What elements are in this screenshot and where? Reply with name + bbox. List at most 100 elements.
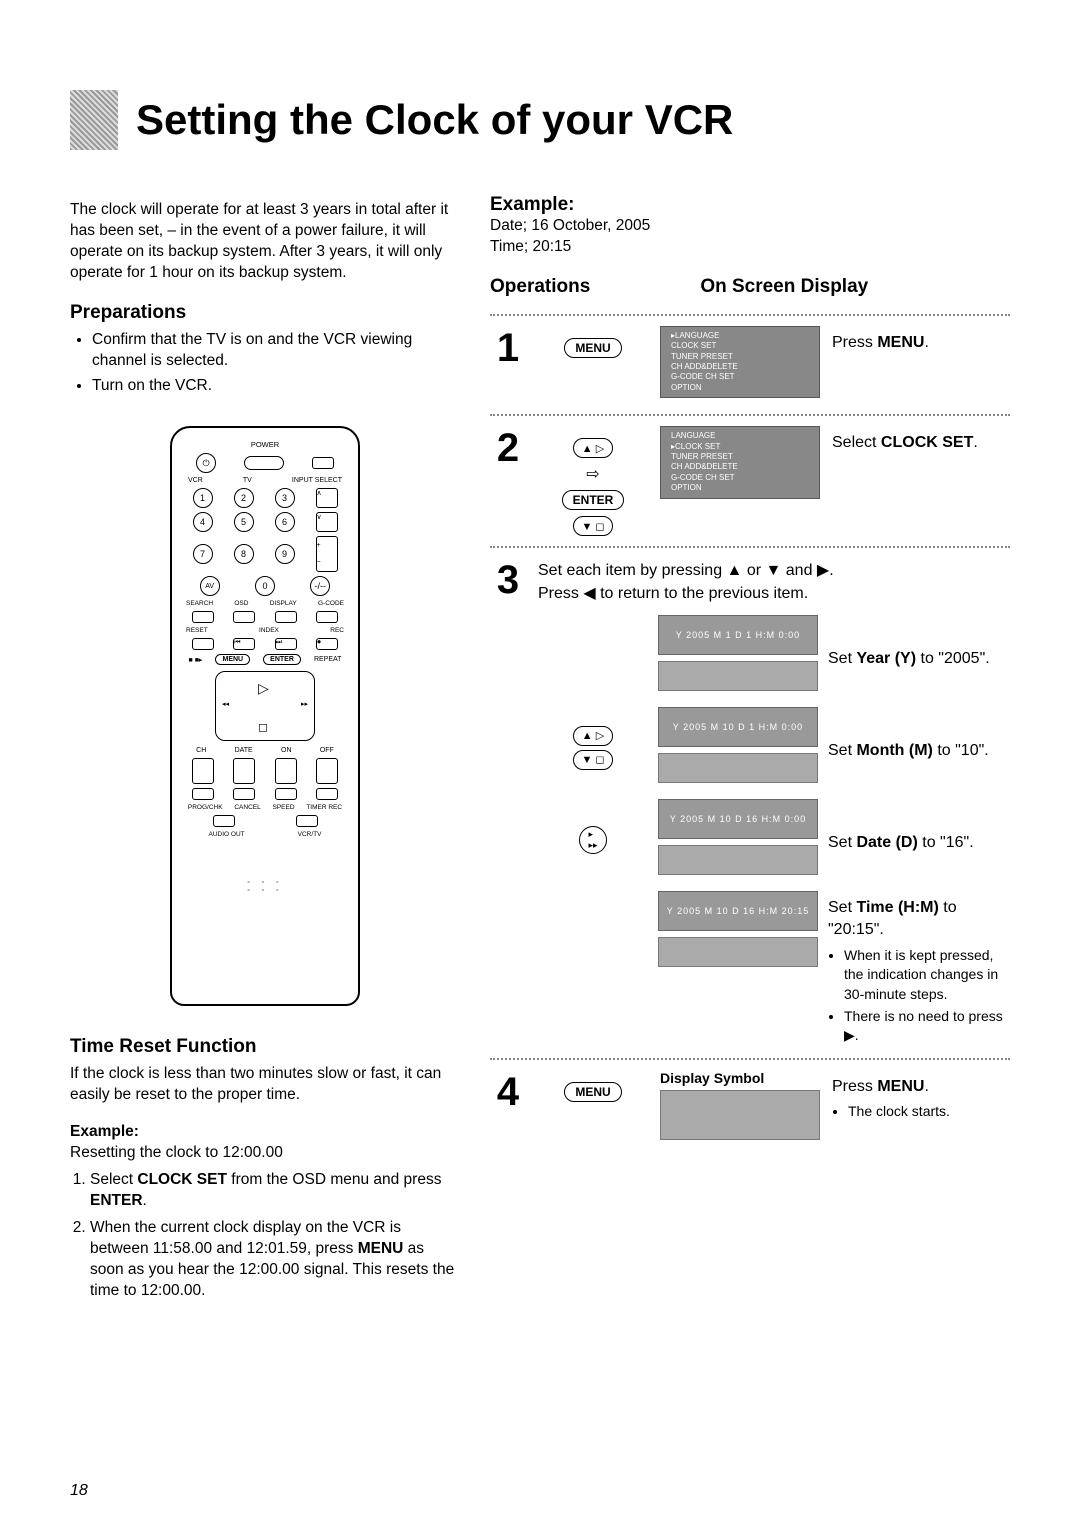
preparations-heading: Preparations bbox=[70, 302, 460, 324]
num-4: 4 bbox=[193, 512, 213, 532]
intro-text: The clock will operate for at least 3 ye… bbox=[70, 200, 460, 284]
menu-button-icon: MENU bbox=[564, 1082, 621, 1102]
on-label: ON bbox=[281, 747, 292, 754]
ops-header-row: Operations On Screen Display bbox=[490, 276, 1010, 304]
rew-btn: ⏮ bbox=[233, 638, 255, 650]
date-label: DATE bbox=[235, 747, 253, 754]
prep-item: Turn on the VCR. bbox=[92, 376, 460, 397]
gcode-label: G-CODE bbox=[318, 600, 344, 607]
ch-up: ∧ bbox=[316, 488, 338, 508]
osd-blank bbox=[658, 661, 818, 691]
desc-text: to "16". bbox=[918, 834, 974, 851]
osd-blank bbox=[658, 753, 818, 783]
desc-text: Press bbox=[832, 1078, 877, 1095]
num-2: 2 bbox=[234, 488, 254, 508]
step-description: Press MENU. The clock starts. bbox=[832, 1070, 1010, 1124]
step-2: 2 ▲ ▷ ⇨ ENTER ▼ ◻ LANGUAGE CLOCK SET TUN… bbox=[490, 414, 1010, 546]
display-label: DISPLAY bbox=[270, 600, 297, 607]
desc-bold: Year (Y) bbox=[856, 650, 916, 667]
desc-bold: CLOCK SET bbox=[881, 434, 973, 451]
desc-text: Set bbox=[828, 650, 856, 667]
osd-item: G-CODE CH SET bbox=[665, 372, 815, 382]
on-pad bbox=[275, 758, 297, 784]
page-number: 18 bbox=[70, 1482, 88, 1500]
osd-blank bbox=[658, 937, 818, 967]
right-column: Example: Date; 16 October, 2005 Time; 20… bbox=[490, 200, 1010, 1308]
index-label: INDEX bbox=[259, 627, 279, 634]
off-pad bbox=[316, 758, 338, 784]
vcr-label: VCR bbox=[188, 477, 203, 484]
desc-bold: Month (M) bbox=[856, 742, 932, 759]
desc-text: . bbox=[924, 334, 928, 351]
desc-text: Press bbox=[832, 334, 877, 351]
substep-time: Y 2005 M 10 D 16 H:M 20:15 Set Time (H:M… bbox=[538, 891, 1010, 1048]
osd-blank bbox=[658, 845, 818, 875]
display-symbol-label: Display Symbol bbox=[660, 1070, 820, 1086]
step-1: 1 MENU LANGUAGE CLOCK SET TUNER PRESET C… bbox=[490, 314, 1010, 414]
osd-item: TUNER PRESET bbox=[665, 452, 815, 462]
input-label: INPUT SELECT bbox=[292, 477, 342, 484]
title-row: Setting the Clock of your VCR bbox=[70, 90, 1010, 150]
osd-item: LANGUAGE bbox=[665, 431, 815, 441]
remote-control-diagram: POWER ⏻ VCR TV INPUT SELECT 123∧ 456∨ 78… bbox=[170, 426, 360, 1006]
osd-blank bbox=[660, 1090, 820, 1140]
num-1: 1 bbox=[193, 488, 213, 508]
vcr-tv-switch bbox=[244, 456, 284, 470]
osd-item: CH ADD&DELETE bbox=[665, 362, 815, 372]
step-number: 4 bbox=[490, 1070, 526, 1115]
timer-label: TIMER REC bbox=[306, 804, 342, 811]
power-label: POWER bbox=[182, 440, 348, 449]
num-3: 3 bbox=[275, 488, 295, 508]
enter-button-icon: ENTER bbox=[562, 490, 625, 510]
osd-menu: LANGUAGE CLOCK SET TUNER PRESET CH ADD&D… bbox=[660, 426, 820, 498]
desc-text: . bbox=[924, 1078, 928, 1095]
step-osd: Display Symbol bbox=[660, 1070, 820, 1146]
title-icon bbox=[70, 90, 118, 150]
time-reset-intro: If the clock is less than two minutes sl… bbox=[70, 1064, 460, 1106]
left-column: The clock will operate for at least 3 ye… bbox=[70, 200, 460, 1308]
osd-item: TUNER PRESET bbox=[665, 352, 815, 362]
av-button: AV bbox=[200, 576, 220, 596]
desc-bold: Time (H:M) bbox=[856, 899, 938, 916]
osd-item: CLOCK SET bbox=[665, 442, 815, 452]
down-stop-icon: ▼ ◻ bbox=[573, 750, 613, 770]
prep-item: Confirm that the TV is on and the VCR vi… bbox=[92, 330, 460, 372]
nav-pad-icon: ◂◂ ▸▸ bbox=[215, 671, 315, 741]
preparations-list: Confirm that the TV is on and the VCR vi… bbox=[70, 330, 460, 397]
step-4: 4 MENU Display Symbol Press MENU. The cl… bbox=[490, 1058, 1010, 1156]
substep-month: ▲ ▷ ▼ ◻ Y 2005 M 10 D 1 H:M 0:00 Set Mon… bbox=[538, 707, 1010, 789]
time-reset-steps: Select CLOCK SET from the OSD menu and p… bbox=[70, 1170, 460, 1302]
time-reset-heading: Time Reset Function bbox=[70, 1036, 460, 1058]
time-reset-example-label: Example: bbox=[70, 1123, 139, 1140]
columns: The clock will operate for at least 3 ye… bbox=[70, 200, 1010, 1308]
display-btn bbox=[275, 611, 297, 623]
rec-label: REC bbox=[330, 627, 344, 634]
ch-pad bbox=[192, 758, 214, 784]
power-button-icon: ⏻ bbox=[196, 453, 216, 473]
menu-button-icon: MENU bbox=[564, 338, 621, 358]
right-icon: ▸▸▸ bbox=[579, 826, 607, 854]
example-date: Date; 16 October, 2005 bbox=[490, 216, 1010, 237]
substep-date: ▸▸▸ Y 2005 M 10 D 16 H:M 0:00 Set Date (… bbox=[538, 799, 1010, 881]
step-number: 3 bbox=[490, 558, 526, 603]
rec-btn: ⏺ bbox=[316, 638, 338, 650]
osd-clock: Y 2005 M 10 D 16 H:M 0:00 bbox=[658, 799, 818, 839]
desc-text: to "2005". bbox=[916, 650, 990, 667]
osd-clock: Y 2005 M 10 D 1 H:M 0:00 bbox=[658, 707, 818, 747]
remote-dots: ∘ ∘ ∘∘ ∘ ∘ bbox=[182, 878, 348, 894]
osd-item: OPTION bbox=[665, 383, 815, 393]
page-title: Setting the Clock of your VCR bbox=[136, 96, 733, 144]
osd-clock: Y 2005 M 10 D 16 H:M 20:15 bbox=[658, 891, 818, 931]
reset-label: RESET bbox=[186, 627, 208, 634]
osd-btn bbox=[233, 611, 255, 623]
vcrtv-btn bbox=[296, 815, 318, 827]
time-reset-example-text: Resetting the clock to 12:00.00 bbox=[70, 1143, 460, 1164]
osd-item: CLOCK SET bbox=[665, 341, 815, 351]
timer-btn bbox=[316, 788, 338, 800]
operations-heading: Operations bbox=[490, 276, 590, 298]
up-play-icon: ▲ ▷ bbox=[573, 438, 613, 458]
num-7: 7 bbox=[193, 544, 213, 564]
gcode-btn bbox=[316, 611, 338, 623]
osd-item: CH ADD&DELETE bbox=[665, 462, 815, 472]
time-reset-step: Select CLOCK SET from the OSD menu and p… bbox=[90, 1170, 460, 1212]
